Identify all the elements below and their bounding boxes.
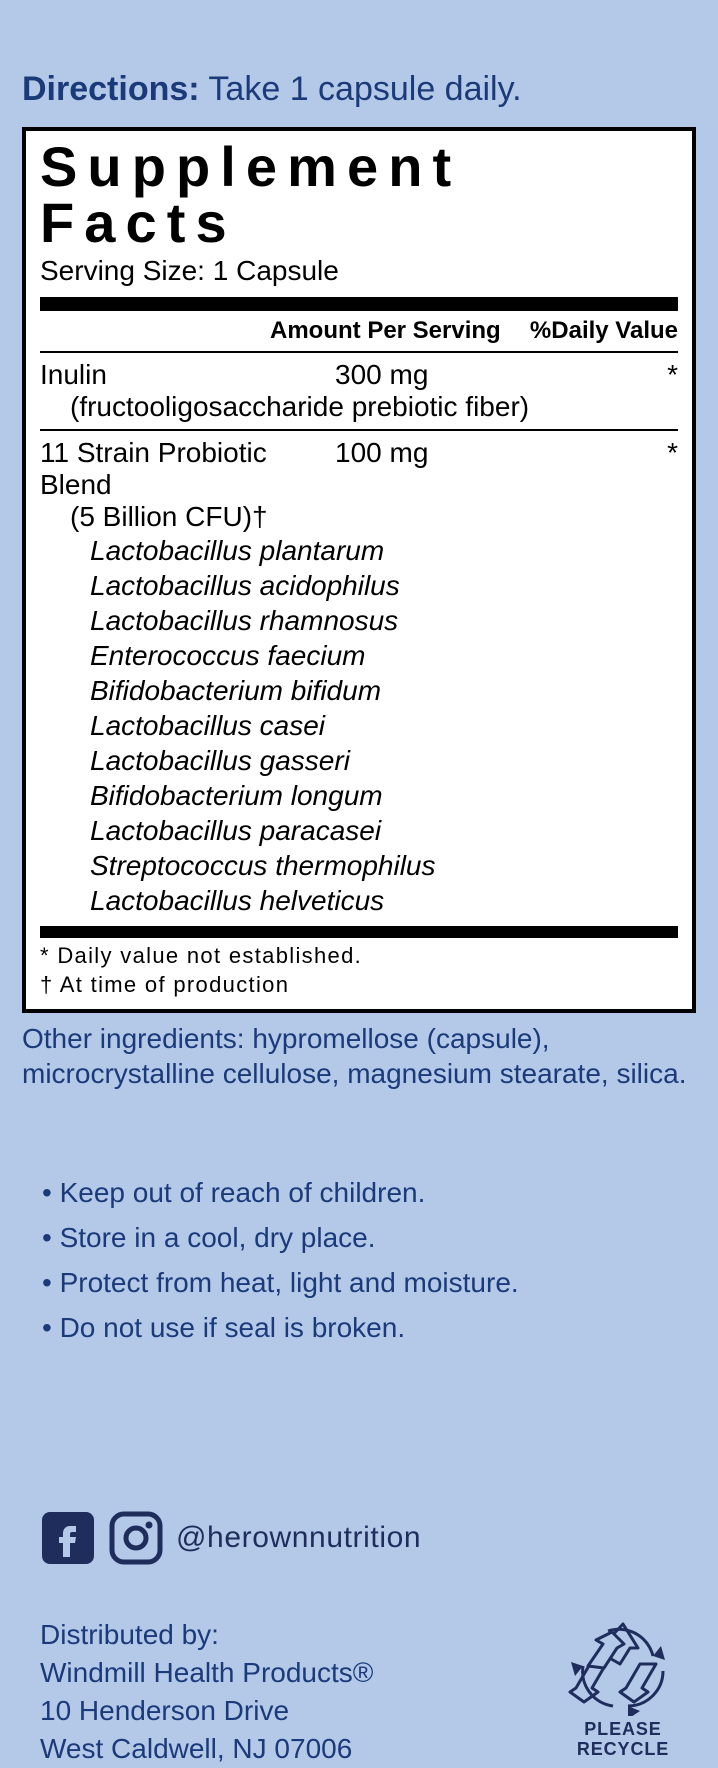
recycle-block: PLEASE RECYCLE: [568, 1616, 696, 1760]
warning-item: • Protect from heat, light and moisture.: [42, 1261, 696, 1306]
divider-thin: [40, 429, 678, 431]
serving-size: Serving Size: 1 Capsule: [40, 255, 678, 287]
directions-label: Directions:: [22, 70, 200, 108]
facts-title: Supplement Facts: [40, 139, 678, 251]
footnote-time: † At time of production: [40, 971, 678, 1000]
strain: Lactobacillus paracasei: [90, 813, 678, 848]
warning-item: • Keep out of reach of children.: [42, 1171, 696, 1216]
warning-item: • Do not use if seal is broken.: [42, 1306, 696, 1351]
strain: Lactobacillus gasseri: [90, 743, 678, 778]
other-ingredients: Other ingredients: hypromellose (capsule…: [22, 1021, 696, 1091]
strain: Lactobacillus casei: [90, 708, 678, 743]
footnote-dv: * Daily value not established.: [40, 942, 678, 971]
strain: Streptococcus thermophilus: [90, 848, 678, 883]
footnotes: * Daily value not established. † At time…: [40, 942, 678, 999]
strain: Bifidobacterium bifidum: [90, 673, 678, 708]
ingredient-dv: *: [485, 437, 678, 501]
ingredient-amount: 300 mg: [335, 359, 485, 391]
distributor: Distributed by: Windmill Health Products…: [40, 1616, 373, 1767]
divider-med: [40, 926, 678, 938]
warning-item: • Store in a cool, dry place.: [42, 1216, 696, 1261]
ingredient-name: 11 Strain Probiotic Blend: [40, 437, 335, 501]
instagram-icon: [108, 1510, 164, 1566]
ingredient-name: Inulin: [40, 359, 335, 391]
ingredient-amount: 100 mg: [335, 437, 485, 501]
column-headers: Amount Per Serving %Daily Value: [40, 317, 678, 345]
ingredient-sub2: (5 Billion CFU)†: [40, 501, 678, 533]
ingredient-row: 11 Strain Probiotic Blend 100 mg *: [40, 437, 678, 501]
strain: Lactobacillus plantarum: [90, 533, 678, 568]
ingredient-dv: *: [485, 359, 678, 391]
strain-list: Lactobacillus plantarum Lactobacillus ac…: [40, 533, 678, 918]
strain: Enterococcus faecium: [90, 638, 678, 673]
dist-city: West Caldwell, NJ 07006: [40, 1730, 373, 1768]
facebook-icon: [40, 1510, 96, 1566]
strain: Lactobacillus acidophilus: [90, 568, 678, 603]
recycle-icon: [568, 1616, 678, 1716]
directions: Directions: Take 1 capsule daily.: [22, 70, 696, 109]
header-amount: Amount Per Serving: [270, 317, 518, 345]
dist-name: Windmill Health Products®: [40, 1654, 373, 1692]
divider-thick: [40, 297, 678, 311]
dist-label: Distributed by:: [40, 1616, 373, 1654]
ingredient-sub: (fructooligosaccharide prebiotic fiber): [40, 391, 678, 423]
header-dv: %Daily Value: [518, 317, 678, 345]
social-handle: @herownnutrition: [176, 1521, 421, 1555]
recycle-text: PLEASE RECYCLE: [568, 1720, 678, 1760]
warnings-list: • Keep out of reach of children. • Store…: [22, 1171, 696, 1350]
strain: Lactobacillus rhamnosus: [90, 603, 678, 638]
divider-thin: [40, 351, 678, 353]
ingredient-row: Inulin 300 mg *: [40, 359, 678, 391]
supplement-facts-panel: Supplement Facts Serving Size: 1 Capsule…: [22, 127, 696, 1013]
strain: Bifidobacterium longum: [90, 778, 678, 813]
social-row: @herownnutrition: [22, 1510, 696, 1566]
footer-block: Distributed by: Windmill Health Products…: [22, 1616, 696, 1767]
dist-street: 10 Henderson Drive: [40, 1692, 373, 1730]
directions-text: Take 1 capsule daily.: [200, 70, 522, 108]
strain: Lactobacillus helveticus: [90, 883, 678, 918]
